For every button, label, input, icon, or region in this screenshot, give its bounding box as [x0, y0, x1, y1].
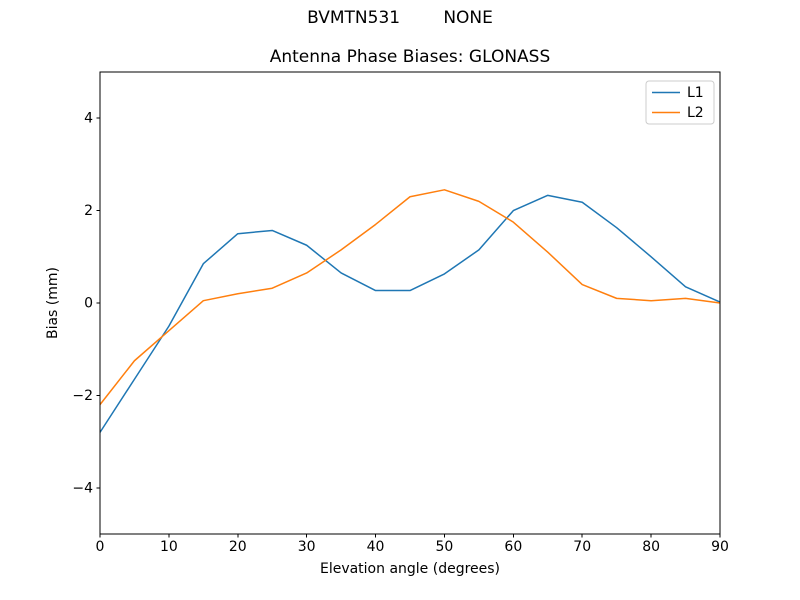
- y-tick-label: −4: [72, 480, 93, 496]
- chart-title: Antenna Phase Biases: GLONASS: [270, 47, 551, 67]
- x-tick-label: 50: [436, 539, 454, 555]
- y-tick-label: −2: [72, 388, 93, 404]
- x-tick-label: 10: [160, 539, 178, 555]
- y-tick-label: 2: [84, 203, 93, 219]
- axes-spines: [99, 71, 721, 535]
- x-axis-label: Elevation angle (degrees): [320, 561, 500, 577]
- series-line-l2: [99, 189, 721, 406]
- series-line-l1: [99, 194, 721, 433]
- legend: L1 L2: [645, 80, 715, 125]
- figure-suptitle: BVMTN531 NONE: [307, 8, 493, 28]
- y-axis-label: Bias (mm): [45, 267, 61, 339]
- plot-area: 0 10 20 30 40 50 60 70 80 90 −4 −2 0 2 4: [72, 71, 729, 555]
- legend-label-l2: L2: [687, 105, 704, 121]
- x-tick-label: 90: [711, 539, 729, 555]
- x-tick-label: 0: [96, 539, 105, 555]
- x-tick-label: 40: [367, 539, 385, 555]
- x-tick-label: 80: [642, 539, 660, 555]
- x-tick-label: 60: [504, 539, 522, 555]
- x-tick-label: 20: [229, 539, 247, 555]
- legend-label-l1: L1: [687, 85, 704, 101]
- y-tick-label: 4: [84, 111, 93, 127]
- x-tick-label: 30: [298, 539, 316, 555]
- y-tick-label: 0: [84, 296, 93, 312]
- x-tick-label: 70: [573, 539, 591, 555]
- legend-frame: [645, 80, 715, 125]
